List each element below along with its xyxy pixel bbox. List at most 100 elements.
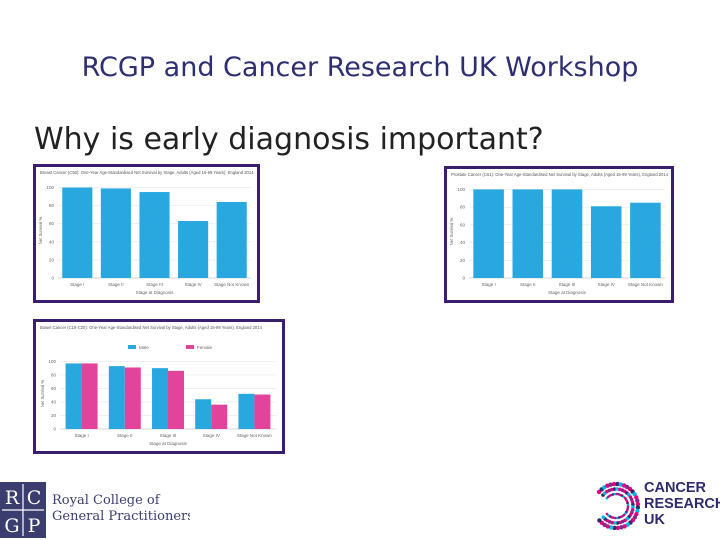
chart1-ytick-label: 0 (462, 276, 465, 281)
chart2-ytick-label: 100 (48, 359, 56, 364)
chart1-ylabel: Net Survival % (449, 217, 454, 245)
slide-subtitle: Why is early diagnosis important? (34, 122, 544, 157)
chart2-ytick-label: 60 (51, 386, 57, 391)
cruk-dot (605, 483, 610, 488)
cruk-line2: RESEARCH (644, 496, 720, 512)
cruk-dot (635, 498, 640, 503)
cruk-dot (615, 481, 620, 487)
chart1-bar (630, 202, 661, 278)
chart2-bar (195, 399, 212, 429)
chart2-bar (108, 366, 125, 429)
chart0-ylabel: Net Survival % (38, 216, 43, 244)
chart1-xtick-label: Stage IV (598, 282, 615, 287)
chart2-ytick-label: 0 (53, 427, 56, 432)
cruk-dot (605, 512, 609, 516)
chart0-xtick-label: Stage IV (184, 282, 201, 287)
cruk-dot-ring (596, 481, 641, 531)
chart0-title: Breast Cancer (C50): One-Year Age-Standa… (40, 170, 254, 175)
cruk-dot (615, 525, 621, 531)
chart2-xtick-label: Stage IV (203, 433, 220, 438)
chart1-bar (512, 189, 544, 278)
cruk-dot (612, 487, 617, 491)
cruk-dot (619, 525, 624, 530)
cruk-dot (608, 525, 614, 530)
cruk-dot (601, 515, 605, 519)
chart2-legend-label: Male (139, 345, 149, 350)
cruk-dot (615, 521, 620, 525)
chart0-ytick-label: 20 (49, 257, 55, 262)
rcgp-letter-c: C (27, 487, 42, 509)
chart2-legend-swatch (186, 345, 194, 349)
chart2-xtick-label: Stage I (74, 433, 88, 438)
chart1-ytick-label: 80 (460, 205, 466, 210)
chart2-bar (168, 370, 184, 429)
cruk-dot (634, 495, 639, 500)
chart1-xtick-label: Stage II (520, 282, 536, 287)
rcgp-letter-r: R (5, 487, 20, 509)
cruk-logo: CANCER RESEARCH UK (596, 480, 720, 531)
chart1-ytick-label: 100 (457, 187, 465, 192)
chart1-ytick-label: 20 (460, 258, 466, 263)
chart0-ytick-label: 80 (49, 203, 55, 208)
cruk-dot (611, 481, 617, 487)
chart0-bar (216, 202, 247, 278)
chart0-xtick-label: Stage III (146, 282, 163, 287)
chart1-xtick-label: Stage III (559, 282, 576, 287)
chart2-xtick-label: Stage III (160, 433, 177, 438)
cruk-dot (635, 508, 640, 514)
chart0-xlabel: Stage at Diagnosis (136, 290, 175, 295)
chart0-bar (178, 221, 209, 278)
chart0-ytick-label: 100 (46, 185, 54, 190)
chart2-ytick-label: 20 (51, 413, 57, 418)
chart2-ytick-label: 80 (51, 372, 57, 377)
chart2-bar (65, 363, 82, 429)
rcgp-name-line2: General Practitioners (52, 509, 190, 524)
chart1-xlabel: Stage at Diagnosis (548, 290, 587, 295)
prostate-survival-chart: Prostate Cancer (C61): One-Year Age-Stan… (449, 172, 669, 295)
chart1-ytick-label: 60 (460, 222, 466, 227)
chart0-bar (100, 188, 131, 278)
cruk-dot (622, 524, 627, 529)
slide-title: RCGP and Cancer Research UK Workshop (81, 52, 639, 83)
cruk-dot (597, 518, 602, 523)
cruk-dot (608, 482, 613, 487)
chart2-bar (254, 394, 271, 429)
breast-survival-chart: Breast Cancer (C50): One-Year Age-Standa… (38, 170, 254, 295)
cruk-line1: CANCER (644, 480, 707, 496)
chart1-ytick-label: 40 (460, 240, 466, 245)
chart2-bar (152, 368, 168, 429)
bowel-survival-chart: Bowel Cancer (C18-C20): One-Year Age-Sta… (40, 325, 276, 446)
chart1-bar (590, 206, 622, 278)
chart2-bar (238, 393, 255, 429)
chart1-xtick-label: Stage I (481, 282, 495, 287)
chart2-bar (81, 363, 98, 429)
chart0-ytick-label: 0 (51, 276, 54, 281)
cruk-dot (631, 502, 635, 507)
chart2-ytick-label: 40 (51, 399, 57, 404)
chart1-xtick-label: Stage Not Known (628, 282, 664, 287)
chart1-bar (551, 189, 583, 278)
cruk-line3: UK (644, 512, 665, 528)
bowel-chart-frame: Bowel Cancer (C18-C20): One-Year Age-Sta… (33, 319, 285, 454)
chart1-title: Prostate Cancer (C61): One-Year Age-Stan… (451, 172, 669, 177)
rcgp-logo: R C G P Royal College of General Practit… (0, 482, 190, 538)
rcgp-letter-g: G (4, 515, 19, 537)
chart0-ytick-label: 40 (49, 239, 55, 244)
prostate-chart-frame: Prostate Cancer (C61): One-Year Age-Stan… (444, 166, 674, 303)
cruk-dot (635, 505, 641, 510)
cruk-dot (612, 525, 617, 531)
chart0-bar (139, 192, 170, 278)
chart2-legend-swatch (128, 345, 136, 349)
chart0-bar (62, 187, 93, 278)
rcgp-letter-p: P (28, 515, 41, 537)
cruk-dot (613, 492, 617, 496)
chart2-xtick-label: Stage Not Known (237, 433, 273, 438)
chart2-bar (211, 404, 228, 429)
cruk-dot (626, 503, 630, 507)
cruk-dot (635, 501, 641, 507)
chart0-xtick-label: Stage II (108, 282, 124, 287)
rcgp-name-line1: Royal College of (52, 493, 161, 508)
chart0-xtick-label: Stage I (70, 282, 84, 287)
chart2-xtick-label: Stage II (117, 433, 133, 438)
chart2-legend-label: Female (197, 345, 213, 350)
